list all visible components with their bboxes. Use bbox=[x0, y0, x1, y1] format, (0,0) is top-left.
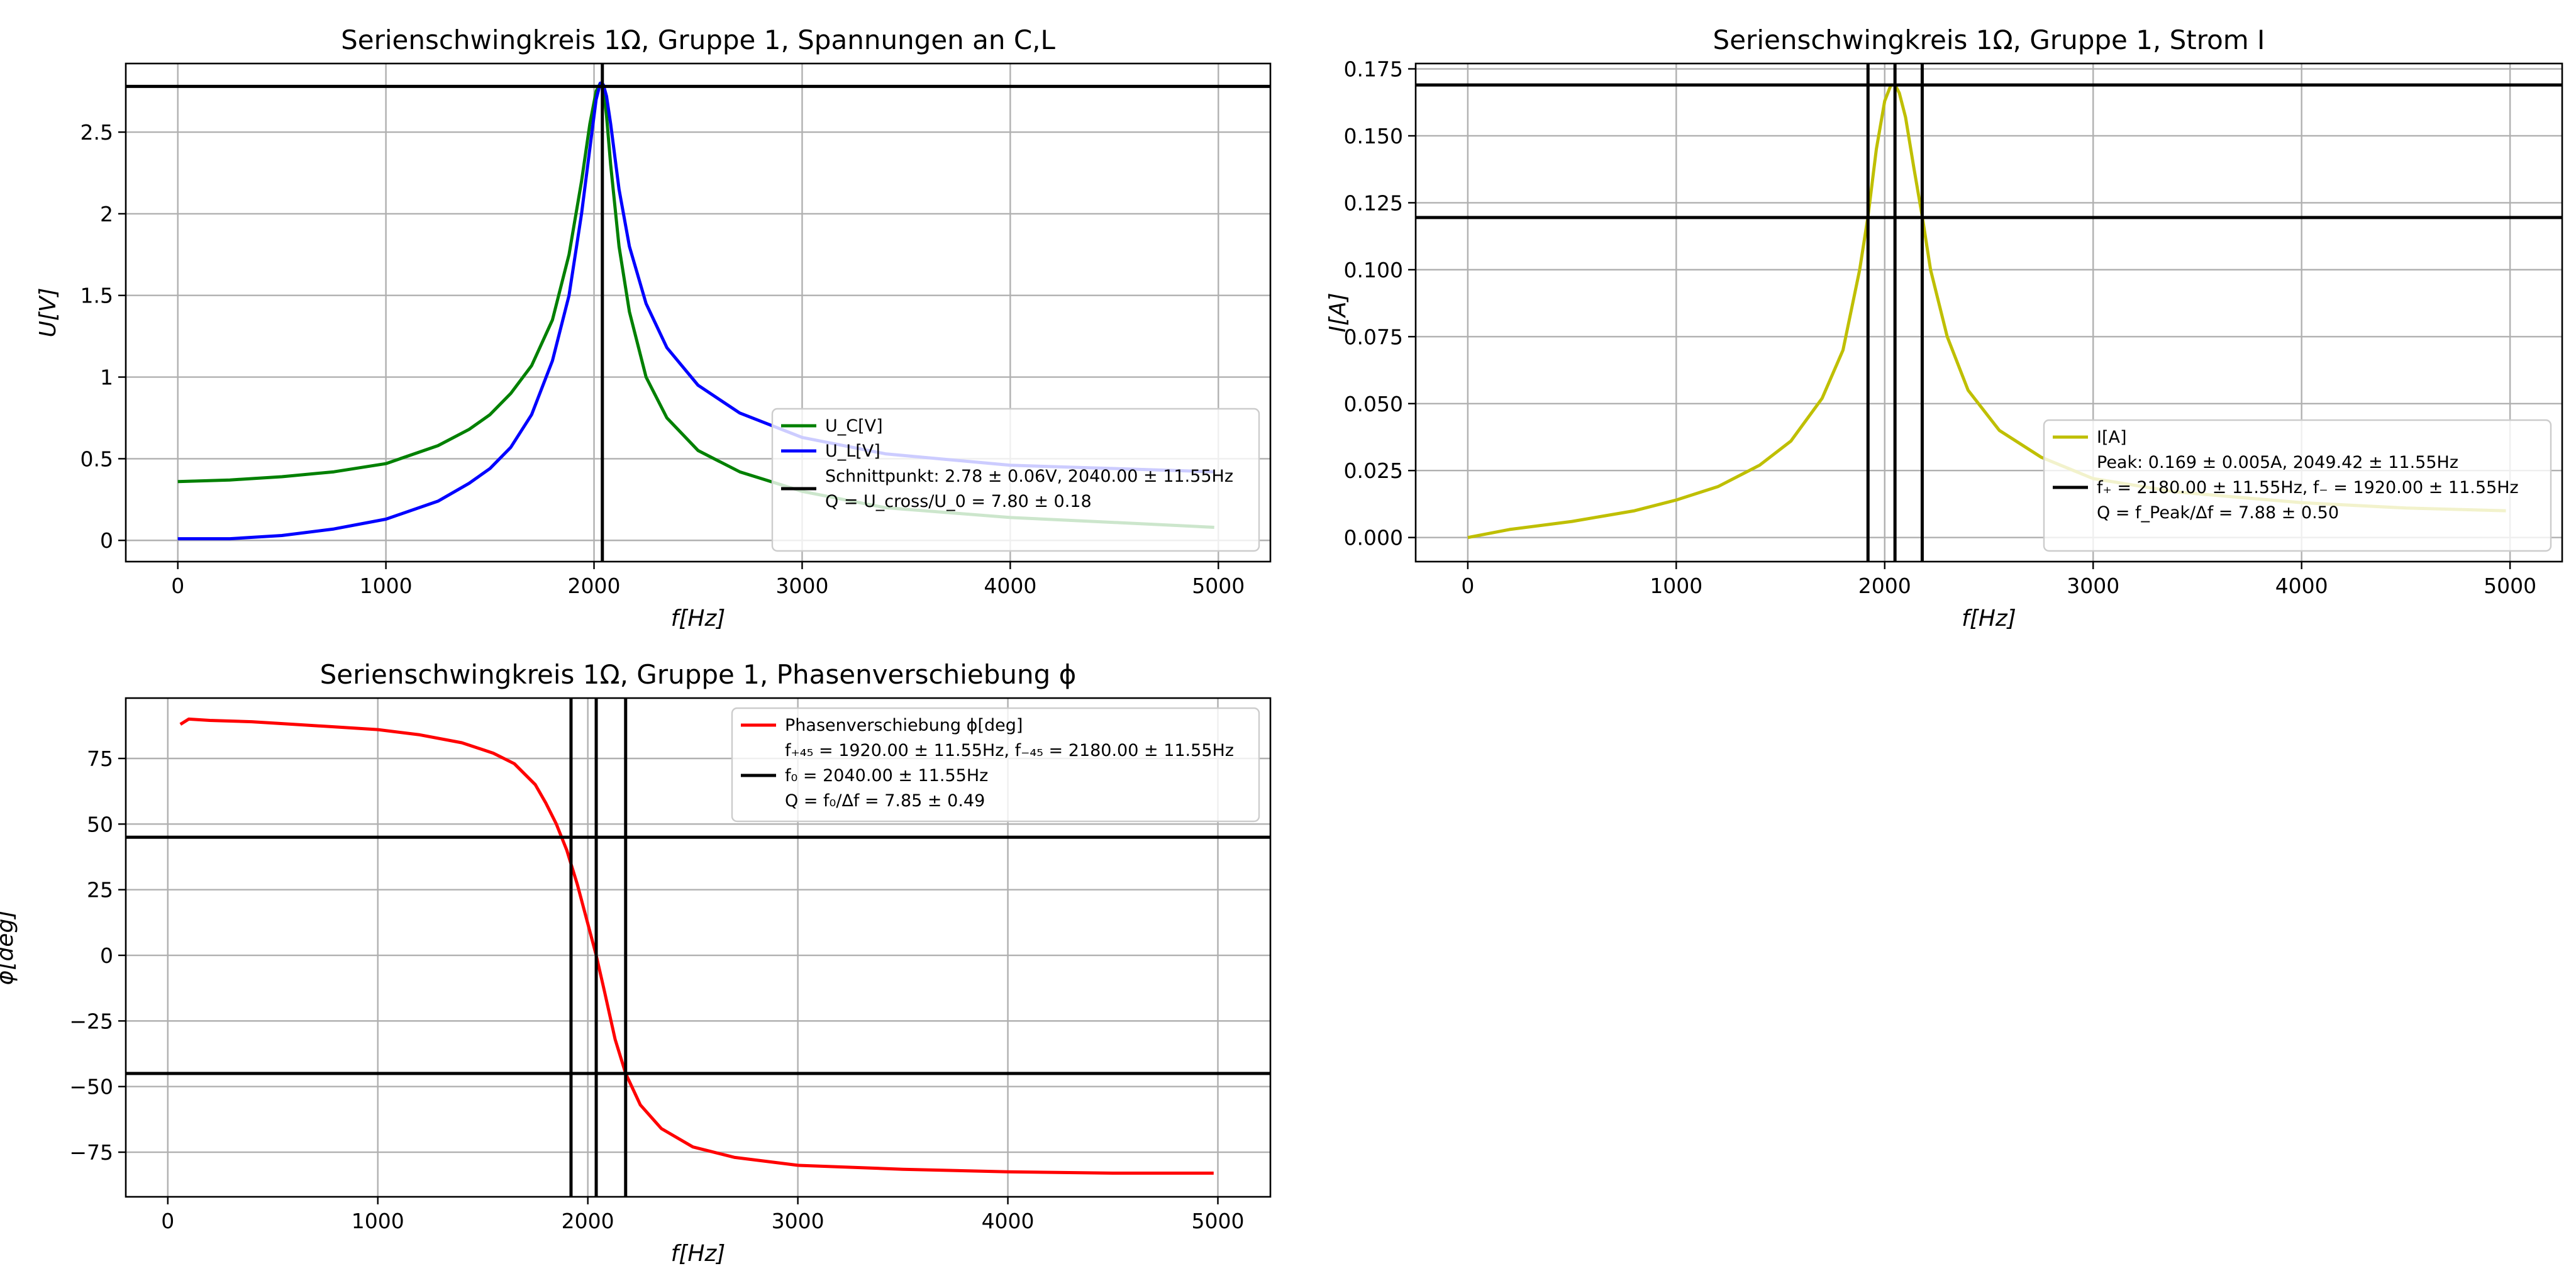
x-tick-label: 3000 bbox=[2067, 574, 2119, 598]
x-tick-label: 4000 bbox=[984, 574, 1036, 598]
x-axis-label: f[Hz] bbox=[671, 1241, 726, 1267]
plot-area bbox=[126, 698, 1270, 1197]
x-tick-label: 1000 bbox=[360, 574, 413, 598]
chart-panel-2: 0 1000 2000 3000 4000 5000 0.000 0.025 0.050 0.07… bbox=[1325, 25, 2563, 631]
legend-box bbox=[2043, 419, 2552, 552]
x-tick-label: 2000 bbox=[562, 1209, 614, 1233]
chart-panel-3: 0 1000 2000 3000 4000 5000 −75 −50 −25 0 25 50 75 Ser… bbox=[0, 659, 1272, 1267]
axes-frame bbox=[125, 697, 1272, 1198]
plot-area bbox=[1416, 64, 2562, 562]
y-tick-label: 0.150 bbox=[1344, 124, 1403, 148]
legend-entry: Q = f_Peak/Δf = 7.88 ± 0.50 bbox=[2097, 503, 2339, 523]
legend-entry: Q = U_cross/U_0 = 7.80 ± 0.18 bbox=[825, 492, 1092, 511]
x-tick-label: 2000 bbox=[1858, 574, 1911, 598]
x-tick-label: 0 bbox=[161, 1209, 174, 1233]
y-axis-label: ϕ[deg] bbox=[0, 910, 18, 985]
x-tick-label: 5000 bbox=[1192, 574, 1245, 598]
chart-panel-1: 0 1000 2000 3000 4000 5000 0 0.5 1 1.5 2 2.5 Seriens… bbox=[35, 25, 1272, 631]
legend-entry: U_L[V] bbox=[825, 441, 880, 461]
y-tick-label: 0 bbox=[100, 943, 113, 968]
legend-entry: Q = f₀/Δf = 7.85 ± 0.49 bbox=[785, 791, 985, 811]
y-tick-label: 0.5 bbox=[80, 447, 113, 471]
y-tick-label: 1.5 bbox=[80, 284, 113, 308]
legend-box bbox=[731, 707, 1260, 823]
y-tick-label: 50 bbox=[87, 812, 113, 836]
legend-entry: U_C[V] bbox=[825, 416, 883, 436]
y-axis-label: U[V] bbox=[35, 287, 61, 337]
y-tick-label: −50 bbox=[69, 1075, 113, 1099]
y-tick-label: 0.000 bbox=[1344, 526, 1403, 550]
y-tick-label: 25 bbox=[87, 878, 113, 902]
x-tick-label: 3000 bbox=[775, 574, 828, 598]
legend: U_C[V] U_L[V] Schnittpunkt: 2.78 ± 0.06V, … bbox=[771, 408, 1260, 552]
charts: 0 1000 2000 3000 4000 500000.511.522.5Seriens… bbox=[0, 25, 2563, 1267]
x-tick-label: 0 bbox=[171, 574, 184, 598]
y-tick-label: 0.025 bbox=[1344, 458, 1403, 483]
legend-entry: f₊ = 2180.00 ± 11.55Hz, f₋ = 1920.00 ± 1… bbox=[2097, 478, 2519, 497]
legend-box bbox=[771, 408, 1260, 552]
y-tick-label: 75 bbox=[87, 747, 113, 771]
x-tick-label: 1000 bbox=[352, 1209, 404, 1233]
x-tick-label: 4000 bbox=[2275, 574, 2328, 598]
legend: I[A] Peak: 0.169 ± 0.005A, 2049.42 ± 11.5… bbox=[2043, 419, 2552, 552]
legend-entry: f₊₄₅ = 1920.00 ± 11.55Hz, f₋₄₅ = 2180.00… bbox=[785, 741, 1234, 760]
x-tick-label: 1000 bbox=[1650, 574, 1702, 598]
y-tick-label: 0.050 bbox=[1344, 392, 1403, 416]
x-tick-label: 2000 bbox=[568, 574, 621, 598]
x-tick-label: 4000 bbox=[982, 1209, 1035, 1233]
x-tick-label: 0 bbox=[1461, 574, 1474, 598]
y-axis-label: I[A] bbox=[1325, 292, 1351, 332]
x-axis-label: f[Hz] bbox=[1962, 606, 2016, 631]
plot-area bbox=[126, 64, 1270, 562]
x-axis-label: f[Hz] bbox=[671, 606, 726, 631]
legend-entry: Peak: 0.169 ± 0.005A, 2049.42 ± 11.55Hz bbox=[2097, 453, 2458, 472]
x-tick-label: 5000 bbox=[2484, 574, 2536, 598]
x-tick-label: 3000 bbox=[772, 1209, 824, 1233]
y-tick-label: 0.075 bbox=[1344, 325, 1403, 349]
legend-entry: f₀ = 2040.00 ± 11.55Hz bbox=[785, 766, 988, 786]
y-tick-label: 0.125 bbox=[1344, 191, 1403, 215]
legend-entry: I[A] bbox=[2097, 428, 2127, 447]
chart-title: Serienschwingkreis 1Ω, Gruppe 1, Strom I bbox=[1713, 25, 2265, 55]
x-tick-label: 5000 bbox=[1192, 1209, 1245, 1233]
axes-frame bbox=[1414, 62, 2563, 563]
y-tick-label: 2 bbox=[100, 202, 113, 226]
y-tick-label: 0 bbox=[100, 528, 113, 553]
y-tick-label: −25 bbox=[69, 1009, 113, 1033]
data-line-series bbox=[177, 81, 1214, 541]
axes-frame bbox=[125, 62, 1272, 563]
y-tick-label: −75 bbox=[69, 1140, 113, 1165]
chart-title: Serienschwingkreis 1Ω, Gruppe 1, Phasenv… bbox=[320, 659, 1077, 690]
chart-title: Serienschwingkreis 1Ω, Gruppe 1, Spannun… bbox=[341, 25, 1055, 55]
y-tick-label: 0.100 bbox=[1344, 258, 1403, 282]
y-tick-label: 1 bbox=[100, 365, 113, 390]
y-tick-label: 0.175 bbox=[1344, 57, 1403, 82]
legend-entry: Phasenverschiebung ϕ[deg] bbox=[785, 716, 1023, 735]
legend: Phasenverschiebung ϕ[deg] f₊₄₅ = 1920.00 … bbox=[731, 707, 1260, 823]
legend-entry: Schnittpunkt: 2.78 ± 0.06V, 2040.00 ± 11… bbox=[825, 467, 1233, 486]
y-tick-label: 2.5 bbox=[80, 120, 113, 145]
